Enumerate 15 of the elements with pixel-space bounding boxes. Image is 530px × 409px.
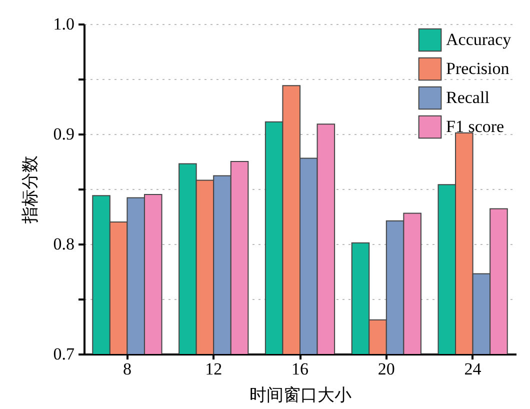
legend-label: Precision <box>446 59 510 78</box>
x-tick-label: 8 <box>122 360 132 378</box>
y-tick-label: 1.0 <box>53 14 74 34</box>
legend-label: F1 score <box>446 117 504 136</box>
x-tick-label: 16 <box>292 360 308 378</box>
x-tick-label: 12 <box>205 360 222 378</box>
x-tick-label: 24 <box>464 360 482 378</box>
legend-label: Recall <box>446 88 490 107</box>
x-axis-title: 时间窗口大小 <box>250 386 352 406</box>
y-tick-label: 0.8 <box>53 234 74 254</box>
x-tick-label: 20 <box>378 360 395 378</box>
y-tick-label: 0.9 <box>53 124 74 144</box>
y-axis-title: 指标分数 <box>20 156 40 224</box>
legend-label: Accuracy <box>446 30 512 49</box>
y-tick-label: 0.7 <box>53 344 75 364</box>
